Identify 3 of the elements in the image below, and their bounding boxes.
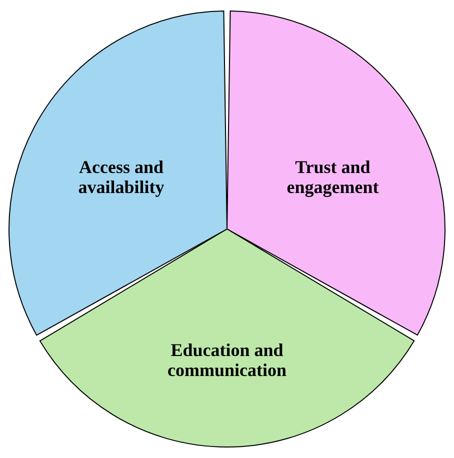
slice-label: Access and availability bbox=[78, 156, 164, 197]
slice-label: Education and communication bbox=[168, 340, 287, 380]
slice-label: Trust and engagement bbox=[286, 156, 379, 197]
